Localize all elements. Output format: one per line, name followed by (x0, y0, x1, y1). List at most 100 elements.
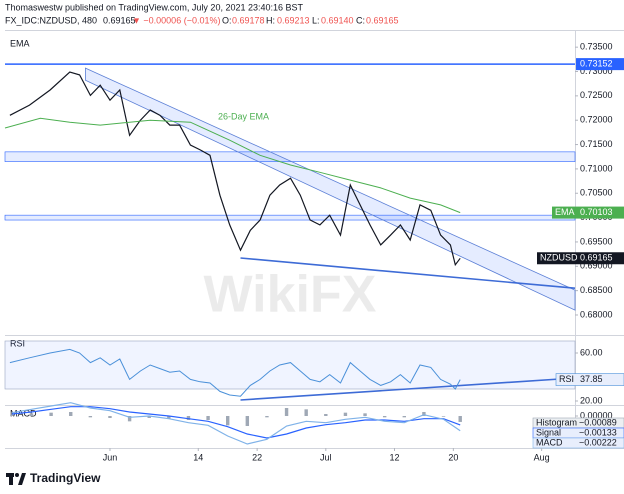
panel-title: RSI (10, 338, 25, 348)
x-tick-label: 14 (193, 452, 203, 462)
last-price: 0.69165 (103, 15, 136, 25)
y-tick-label: 0.73000 (580, 66, 613, 76)
separator (5, 335, 624, 336)
y-tick-label: 60.00 (580, 347, 603, 357)
open-label: O: (222, 15, 232, 25)
histogram-bar (226, 416, 230, 426)
histogram-bar (147, 416, 151, 418)
legend-box (552, 206, 624, 219)
histogram-bar (402, 416, 406, 418)
y-tick-label: 0.73500 (580, 42, 613, 52)
logo-text: TradingView (30, 471, 101, 485)
low: 0.69140 (321, 15, 354, 25)
high-label: H: (266, 15, 275, 25)
legend-name: MACD (536, 437, 563, 447)
separator (5, 405, 624, 406)
y-tick-label: 0.69000 (580, 261, 613, 271)
y-tick-label: 0.69500 (580, 236, 613, 246)
trend-channel (85, 67, 576, 311)
zone (4, 151, 576, 162)
x-tick-label: Jul (320, 452, 332, 462)
histogram-bar (245, 416, 250, 426)
histogram-bar (284, 408, 289, 416)
y-tick-label: 0.72500 (580, 90, 613, 100)
histogram-bar (458, 416, 462, 422)
legend-value: −0.00222 (579, 437, 617, 447)
legend-value: 0.70103 (580, 207, 613, 217)
legend-name: Histogram (536, 417, 577, 427)
legend-value: −0.00133 (579, 427, 617, 437)
change: ▼ −0.00006 (−0.01%) (132, 15, 220, 25)
histogram-bar (265, 416, 269, 418)
trendline (240, 377, 576, 401)
x-tick-label: 20 (448, 452, 458, 462)
legend-value: −0.00089 (579, 417, 617, 427)
legend-box (532, 437, 624, 449)
legend-box (537, 252, 624, 265)
series-line (4, 117, 461, 214)
zone (4, 214, 576, 221)
price-axis-border (575, 30, 576, 448)
y-tick-label: 0.71500 (580, 139, 613, 149)
histogram-bar (29, 413, 34, 416)
rsi-band (4, 340, 576, 390)
x-tick-label: Aug (534, 452, 550, 462)
separator (5, 448, 624, 449)
x-tick-label: 12 (389, 452, 399, 462)
histogram-bar (10, 414, 14, 416)
y-tick-label: 0.68000 (580, 309, 613, 319)
trendline (240, 257, 576, 289)
close-label: C: (356, 15, 365, 25)
histogram-bar (422, 412, 426, 416)
legend-name: Signal (536, 427, 561, 437)
histogram-bar (127, 416, 132, 422)
series-line (9, 348, 461, 397)
histogram-bar (88, 416, 93, 418)
legend-value: 37.85 (580, 374, 603, 384)
y-tick-label: 0.71000 (580, 163, 613, 173)
series-annotation: 26-Day EMA (218, 111, 269, 121)
low-label: L: (312, 15, 320, 25)
x-tick-label: 22 (252, 452, 262, 462)
legend-name: RSI (559, 374, 574, 384)
histogram-bar (343, 412, 348, 416)
x-tick-label: Jun (103, 452, 118, 462)
y-tick-label: 20.00 (580, 395, 603, 405)
histogram-bar (304, 409, 308, 416)
frame (5, 30, 624, 31)
price-label: 0.73152 (580, 58, 613, 68)
logo-icon (9, 473, 13, 485)
legend-name: NZDUSD (540, 253, 578, 263)
macd-line (11, 402, 461, 445)
histogram-bar (69, 412, 73, 416)
panel-title: EMA (10, 38, 30, 48)
logo-icon (15, 473, 19, 477)
series-line (9, 71, 461, 267)
histogram-bar (324, 414, 328, 416)
watermark: WikiFX (204, 266, 377, 324)
legend-box (555, 373, 624, 386)
histogram-bar (167, 416, 171, 419)
histogram-bar (441, 416, 446, 417)
y-tick-label: 0.00000 (580, 410, 613, 420)
logo (6, 473, 26, 485)
histogram-bar (186, 416, 191, 420)
legend-name: EMA (555, 207, 575, 217)
y-tick-label: 0.68500 (580, 285, 613, 295)
high: 0.69213 (277, 15, 310, 25)
y-tick-label: 0.70500 (580, 188, 613, 198)
logo-icon (18, 473, 26, 485)
histogram-bar (363, 413, 367, 416)
histogram-bar (382, 416, 387, 418)
histogram-bar (206, 416, 210, 420)
price-label-box (576, 58, 624, 71)
author-line: Thomaswestw published on TradingView.com… (5, 2, 304, 12)
histogram-bar (49, 412, 53, 416)
legend-value: 0.69165 (580, 253, 613, 263)
symbol: FX_IDC:NZDUSD, 480 (5, 15, 97, 25)
close: 0.69165 (366, 15, 399, 25)
open: 0.69178 (232, 15, 265, 25)
histogram-bar (108, 416, 112, 418)
